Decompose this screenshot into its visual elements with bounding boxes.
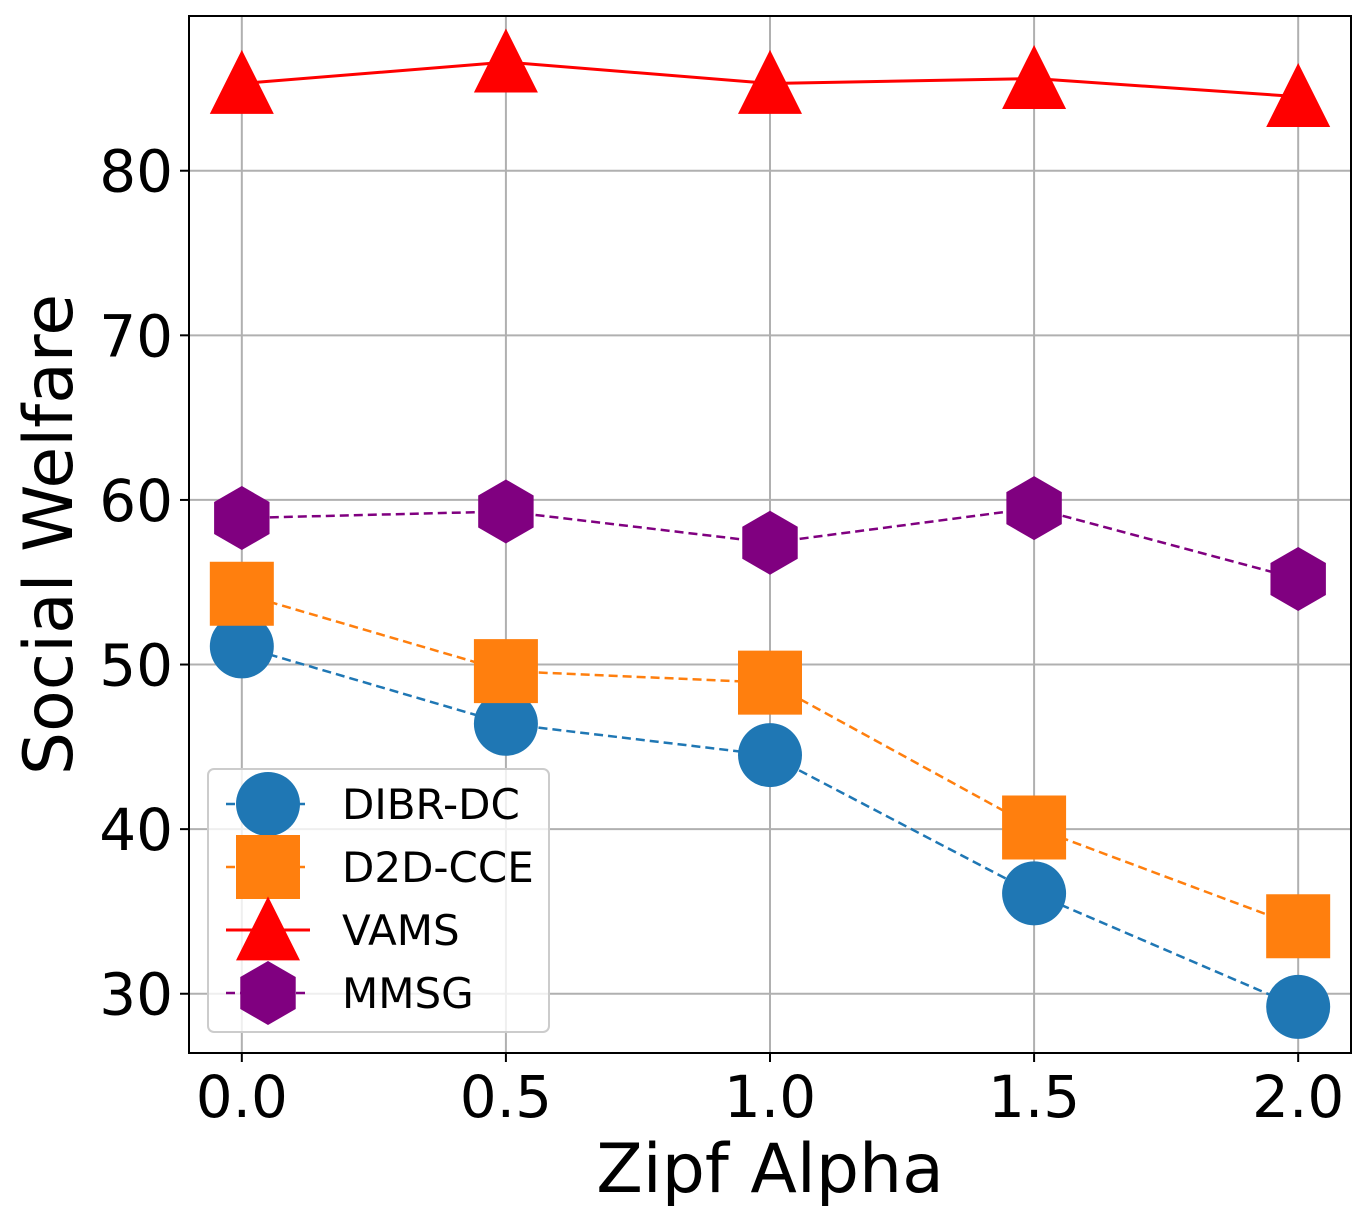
y-tick-label: 50 xyxy=(99,632,173,700)
data-point-d2d-cce xyxy=(738,650,802,715)
legend-label-vams: VAMS xyxy=(342,906,460,955)
y-axis-ticks: 30 40 50 60 70 80 xyxy=(99,138,189,1029)
data-point-dibr-dc xyxy=(1002,861,1067,926)
series-line-dibr-dc xyxy=(241,645,1299,1009)
data-point-d2d-cce xyxy=(1002,795,1067,860)
legend-marker-mmsg xyxy=(240,961,296,1025)
data-point-d2d-cce xyxy=(209,561,274,626)
data-point-d2d-cce xyxy=(473,639,538,704)
legend-label-mmsg: MMSG xyxy=(342,969,474,1018)
legend-marker-vams xyxy=(236,896,300,961)
data-point-dibr-dc xyxy=(1266,974,1331,1039)
y-tick-label: 70 xyxy=(99,302,173,370)
series-markers xyxy=(209,28,1331,1039)
data-point-vams xyxy=(1002,44,1067,109)
x-tick-label: 2.0 xyxy=(1252,1063,1344,1131)
legend-label-dibr-dc: DIBR-DC xyxy=(342,780,520,829)
y-tick-label: 60 xyxy=(99,467,173,535)
legend-marker-d2d-cce xyxy=(236,835,300,899)
legend-marker-dibr-dc xyxy=(236,772,300,836)
legend-box xyxy=(207,768,550,1033)
x-tick-label: 0.0 xyxy=(196,1063,288,1131)
data-point-mmsg xyxy=(478,479,534,544)
data-point-d2d-cce xyxy=(1266,894,1331,959)
y-axis-title: Social Welfare xyxy=(10,294,89,775)
data-point-dibr-dc xyxy=(738,723,802,788)
data-point-vams xyxy=(209,49,274,114)
legend: DIBR-DC D2D-CCE VAMS MMSG xyxy=(207,768,550,1033)
x-axis-ticks: 0.0 0.5 1.0 1.5 2.0 xyxy=(196,1053,1344,1131)
legend-label-d2d-cce: D2D-CCE xyxy=(342,843,534,892)
data-point-mmsg xyxy=(1270,546,1326,611)
y-tick-label: 80 xyxy=(99,138,173,206)
data-point-vams xyxy=(473,28,538,93)
data-point-mmsg xyxy=(1006,476,1062,541)
x-axis-title: Zipf Alpha xyxy=(596,1130,944,1209)
data-point-dibr-dc xyxy=(209,614,274,679)
data-point-mmsg xyxy=(214,486,270,551)
series-line-mmsg xyxy=(241,506,1299,581)
x-tick-label: 1.5 xyxy=(988,1063,1080,1131)
x-tick-label: 0.5 xyxy=(460,1063,552,1131)
data-point-mmsg xyxy=(742,510,798,575)
x-tick-label: 1.0 xyxy=(724,1063,816,1131)
data-point-vams xyxy=(1266,63,1331,128)
data-point-dibr-dc xyxy=(473,691,538,756)
y-tick-label: 30 xyxy=(99,961,173,1029)
data-point-vams xyxy=(738,49,802,114)
y-tick-label: 40 xyxy=(99,796,173,864)
